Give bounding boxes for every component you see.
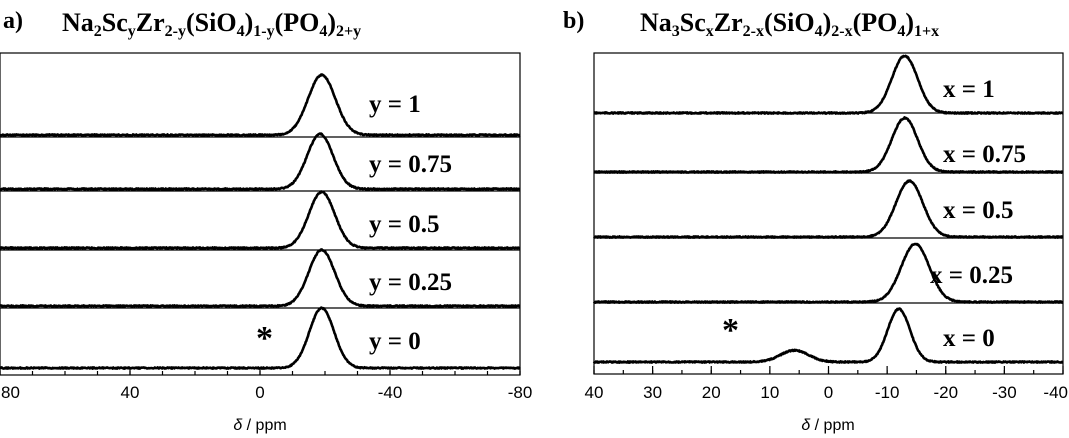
trace-label-x-0.25: x = 0.25 [930, 262, 1013, 289]
trace-label-y-0: y = 0 [369, 328, 421, 355]
title-text: Na [640, 8, 672, 37]
title-text: Zr [136, 8, 165, 37]
x-tick-label: 40 [585, 383, 604, 402]
spectrum-trace [592, 242, 1064, 304]
x-tick-label: 40 [121, 383, 140, 402]
title-text: ) [327, 8, 336, 37]
spectrum-trace [593, 54, 1064, 115]
spectrum-trace [0, 248, 521, 308]
spectrum-trace [0, 190, 521, 250]
trace-label-y-0.75: y = 0.75 [369, 151, 452, 178]
title-subscript: 4 [237, 23, 245, 40]
panel-b-x-axis-title: δ / ppm [801, 417, 854, 434]
title-text: ) [823, 8, 832, 37]
trace-label-y-1: y = 1 [369, 91, 421, 118]
title-subscript: 4 [815, 23, 823, 40]
spectrum-trace [593, 116, 1064, 174]
x-tick-label: -40 [378, 383, 403, 402]
title-text: Sc [102, 8, 128, 37]
title-text: (PO [853, 8, 898, 37]
title-text: Na [62, 8, 94, 37]
spectrum-trace [593, 179, 1064, 239]
title-text: (PO [275, 8, 320, 37]
axis-title-symbol: δ [233, 417, 243, 434]
title-subscript: x [706, 23, 714, 40]
trace-label-y-0.25: y = 0.25 [369, 269, 452, 296]
axis-title-unit: / ppm [810, 417, 854, 434]
x-tick-label: 0 [255, 383, 264, 402]
x-tick-label: 10 [760, 383, 779, 402]
asterisk-annotation-a: * [256, 320, 273, 357]
title-subscript: y [128, 23, 136, 40]
panel-b-letter: b) [563, 8, 584, 34]
panel-b: b) Na3ScxZr2-x(SiO4)2-x(PO4)1+x 40 30 20 10… [563, 8, 1068, 434]
x-tick-label: -80 [508, 383, 533, 402]
x-tick-label: 20 [702, 383, 721, 402]
axis-title-unit: / ppm [242, 417, 286, 434]
title-subscript: 2-x [743, 23, 764, 40]
title-subscript: 2-x [831, 23, 852, 40]
title-text: Zr [714, 8, 743, 37]
title-text: Sc [680, 8, 706, 37]
panel-a-x-axis: 80 40 0 -40 -80 [0, 367, 532, 402]
x-tick-label: 30 [643, 383, 662, 402]
spectrum-trace [592, 307, 1064, 364]
x-tick-label: -40 [1043, 383, 1068, 402]
panel-a-x-axis-title: δ / ppm [233, 417, 286, 434]
spectrum-trace [0, 73, 521, 137]
title-subscript: 1-y [253, 23, 274, 40]
title-subscript: 1+x [914, 23, 939, 40]
axis-title-symbol: δ [801, 417, 811, 434]
trace-label-x-0.5: x = 0.5 [943, 197, 1014, 224]
title-text: (SiO [764, 8, 815, 37]
title-subscript: 3 [672, 23, 680, 40]
panel-a-title: Na2ScyZr2-y(SiO4)1-y(PO4)2+y [62, 8, 361, 40]
panel-a-traces [0, 73, 521, 370]
title-subscript: 2-y [165, 23, 186, 40]
panel-b-traces [592, 54, 1064, 364]
title-subscript: 2+y [336, 23, 361, 40]
title-subscript: 4 [319, 23, 327, 40]
spectrum-trace [0, 132, 521, 191]
title-subscript: 2 [94, 23, 102, 40]
x-tick-label: 0 [824, 383, 833, 402]
title-text: ) [905, 8, 914, 37]
panel-b-title: Na3ScxZr2-x(SiO4)2-x(PO4)1+x [640, 8, 939, 40]
title-text: (SiO [186, 8, 237, 37]
trace-label-x-0.75: x = 0.75 [943, 141, 1026, 168]
panel-a: a) Na2ScyZr2-y(SiO4)1-y(PO4)2+y 80 40 0 -40… [0, 8, 532, 434]
title-subscript: 4 [897, 23, 905, 40]
trace-label-x-1: x = 1 [943, 76, 995, 103]
trace-label-x-0: x = 0 [943, 325, 995, 352]
asterisk-annotation-b: * [722, 312, 739, 349]
x-tick-label: 80 [1, 383, 20, 402]
x-tick-label: -30 [992, 383, 1017, 402]
panel-b-x-axis: 40 30 20 10 0 -10 -20 -30 -40 [585, 366, 1068, 402]
title-text: ) [245, 8, 254, 37]
x-tick-label: -10 [875, 383, 900, 402]
panel-a-letter: a) [3, 8, 23, 34]
x-tick-label: -20 [933, 383, 958, 402]
trace-label-y-0.5: y = 0.5 [369, 211, 440, 238]
